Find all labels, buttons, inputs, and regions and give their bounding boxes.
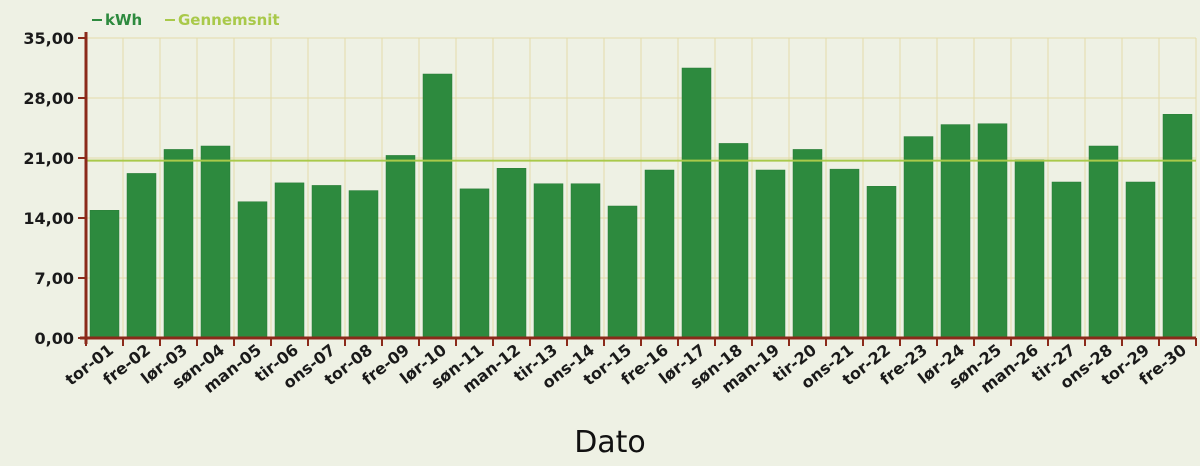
y-tick-label: 28,00 xyxy=(23,89,74,108)
grid xyxy=(85,37,1197,338)
y-tick-label: 14,00 xyxy=(23,209,74,228)
bar-lør-03 xyxy=(163,149,194,339)
bar-tir-13 xyxy=(533,183,564,339)
bar-fre-16 xyxy=(644,169,675,339)
bar-søn-04 xyxy=(200,145,231,339)
bar-tor-15 xyxy=(607,205,638,339)
bar-ons-14 xyxy=(570,183,601,339)
y-tick-label: 0,00 xyxy=(35,329,74,348)
bar-lør-10 xyxy=(422,73,453,339)
y-tick-labels: 0,00 7,00 14,00 21,00 28,00 35,00 xyxy=(23,29,74,348)
bar-tir-06 xyxy=(274,182,305,339)
y-tick-label: 7,00 xyxy=(35,269,74,288)
axes xyxy=(78,32,1197,346)
legend-label-average: Gennemsnit xyxy=(178,11,280,29)
bar-tir-20 xyxy=(792,149,823,339)
bar-søn-11 xyxy=(459,188,490,339)
bar-man-19 xyxy=(755,169,786,339)
y-tick-label: 21,00 xyxy=(23,149,74,168)
bar-tor-29 xyxy=(1125,181,1156,339)
bar-tor-22 xyxy=(866,186,897,339)
bar-fre-23 xyxy=(903,136,934,339)
bar-fre-02 xyxy=(126,173,157,339)
bar-søn-25 xyxy=(977,123,1008,339)
bar-tor-01 xyxy=(89,210,120,339)
y-tick-label: 35,00 xyxy=(23,29,74,48)
bar-fre-09 xyxy=(385,155,416,339)
bar-lør-17 xyxy=(681,67,712,339)
bar-man-05 xyxy=(237,201,268,339)
bar-tor-08 xyxy=(348,190,379,339)
bar-ons-07 xyxy=(311,185,342,339)
bar-ons-28 xyxy=(1088,145,1119,339)
legend: kWh Gennemsnit xyxy=(92,11,280,29)
bar-man-26 xyxy=(1014,159,1045,339)
bar-man-12 xyxy=(496,168,527,339)
bar-fre-30 xyxy=(1162,114,1193,339)
bar-søn-18 xyxy=(718,143,749,339)
bar-ons-21 xyxy=(829,168,860,339)
legend-label-kwh: kWh xyxy=(105,11,142,29)
bar-tir-27 xyxy=(1051,181,1082,339)
x-axis-title: Dato xyxy=(574,425,646,460)
bar-lør-24 xyxy=(940,124,971,339)
